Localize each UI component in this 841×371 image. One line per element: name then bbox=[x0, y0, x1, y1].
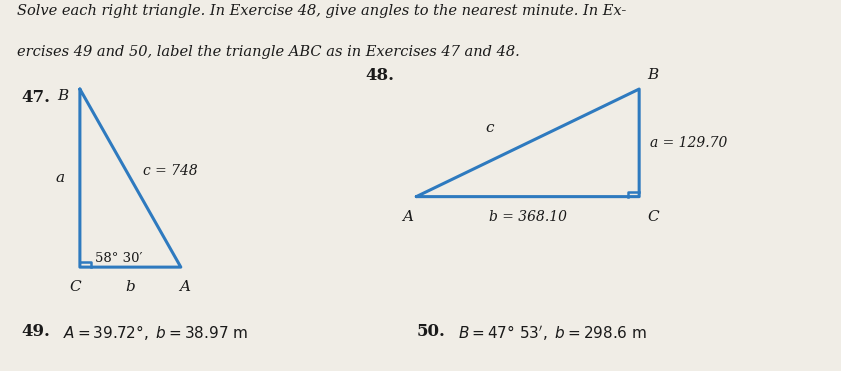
Text: a: a bbox=[56, 171, 65, 185]
Text: A: A bbox=[402, 210, 414, 224]
Text: 47.: 47. bbox=[21, 89, 50, 106]
Text: B: B bbox=[57, 89, 68, 103]
Text: $A = 39.72°,\ b = 38.97\ \mathrm{m}$: $A = 39.72°,\ b = 38.97\ \mathrm{m}$ bbox=[63, 323, 249, 342]
Text: b: b bbox=[125, 280, 135, 294]
Text: Solve each right triangle. In Exercise 48, give angles to the nearest minute. In: Solve each right triangle. In Exercise 4… bbox=[17, 4, 627, 18]
Text: b = 368.10: b = 368.10 bbox=[489, 210, 567, 224]
Text: a = 129.70: a = 129.70 bbox=[650, 136, 727, 150]
Text: c = 748: c = 748 bbox=[143, 164, 198, 178]
Text: ercises 49 and 50, label the triangle ABC as in Exercises 47 and 48.: ercises 49 and 50, label the triangle AB… bbox=[17, 45, 520, 59]
Text: 50.: 50. bbox=[416, 323, 445, 340]
Text: C: C bbox=[70, 280, 82, 294]
Text: 58° 30′: 58° 30′ bbox=[95, 252, 142, 265]
Text: 48.: 48. bbox=[366, 67, 394, 84]
Text: 49.: 49. bbox=[21, 323, 50, 340]
Text: C: C bbox=[648, 210, 659, 224]
Text: A: A bbox=[179, 280, 191, 294]
Text: B: B bbox=[648, 68, 659, 82]
Text: c: c bbox=[485, 121, 494, 135]
Text: $B = 47°\ 53',\ b = 298.6\ \mathrm{m}$: $B = 47°\ 53',\ b = 298.6\ \mathrm{m}$ bbox=[458, 323, 648, 342]
